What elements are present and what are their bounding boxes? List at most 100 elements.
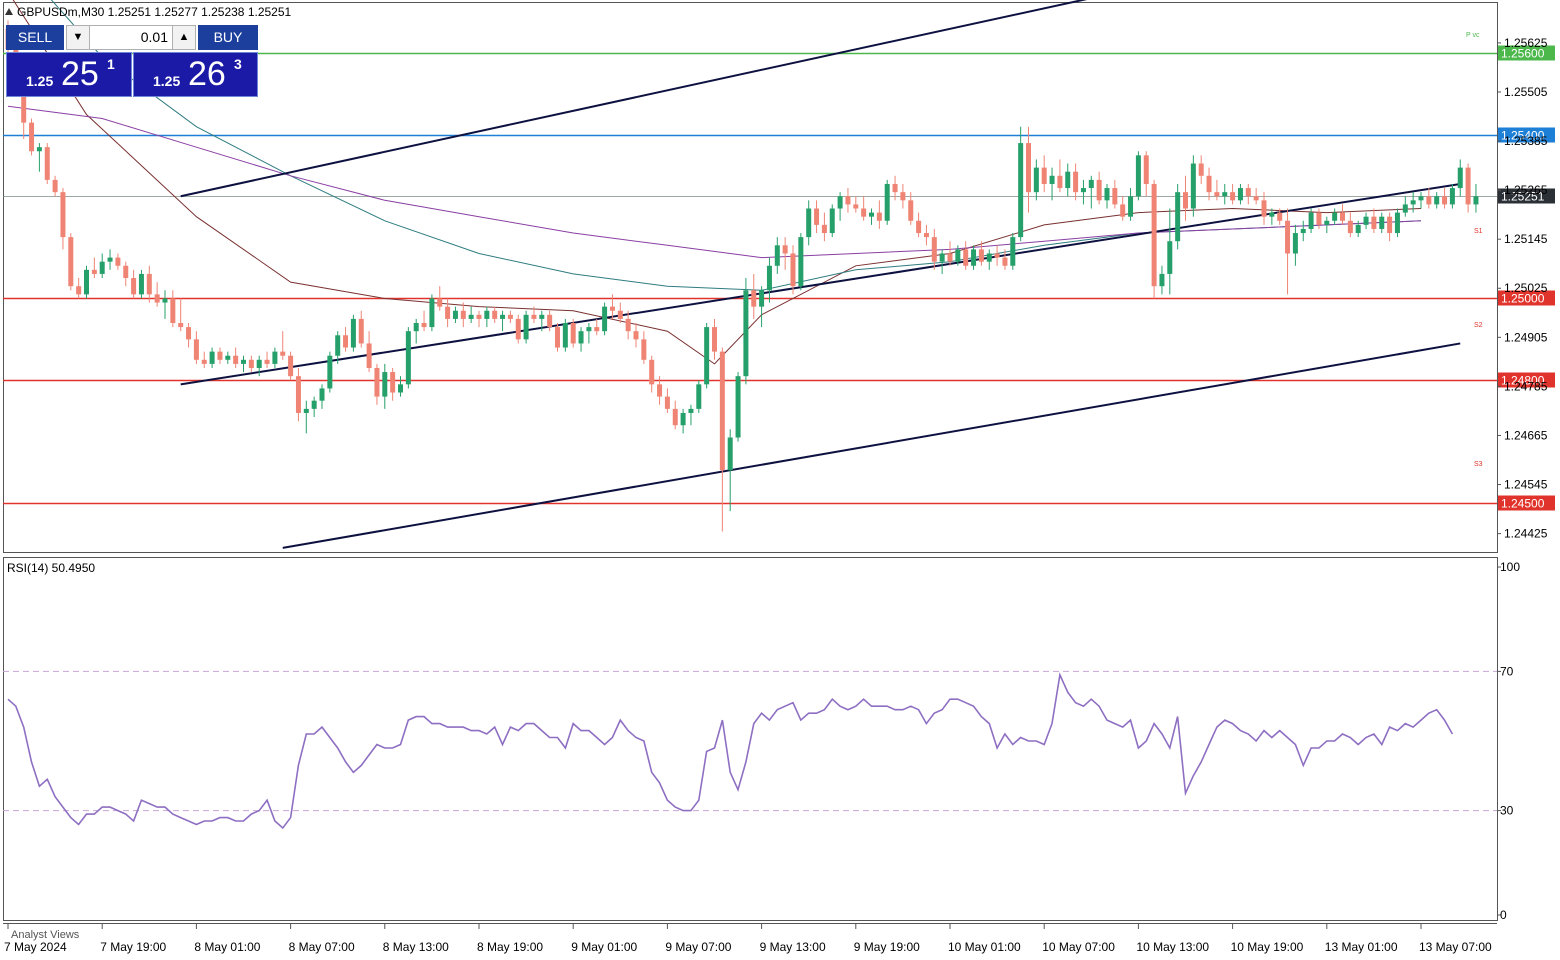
time-tick-label: 13 May 07:00	[1419, 940, 1492, 954]
candle-body	[288, 355, 294, 377]
candle-body	[704, 327, 710, 385]
candle-body	[1049, 175, 1055, 184]
price-tick-label: 1.25505	[1504, 85, 1548, 99]
lot-size-input[interactable]: 0.01	[90, 25, 172, 50]
candle-body	[1387, 216, 1393, 234]
candle-body	[602, 306, 608, 332]
candle-body	[994, 253, 1000, 258]
candle-body	[782, 245, 788, 254]
time-tick-label: 8 May 07:00	[289, 940, 355, 954]
candle-body	[649, 359, 655, 385]
level-tag-support	[1498, 372, 1555, 388]
sell-price-pip: 1	[107, 56, 115, 72]
candle-body	[1183, 192, 1188, 209]
lot-increase-button[interactable]: ▲	[172, 25, 196, 50]
rsi-title: RSI(14) 50.4950	[7, 561, 95, 575]
candle-body	[884, 183, 890, 221]
candle-body	[1033, 167, 1039, 193]
candle-body	[256, 359, 262, 368]
candle-body	[492, 310, 498, 319]
candle-body	[1151, 183, 1157, 287]
candle-body	[303, 408, 309, 413]
candle-body	[225, 355, 231, 360]
candle-body	[766, 265, 772, 291]
candle-body	[1175, 192, 1181, 242]
candle-body	[1340, 212, 1345, 221]
candle-body	[241, 359, 246, 364]
candle-body	[452, 310, 458, 319]
sell-price-box[interactable]: 1.25 25 1	[6, 52, 132, 97]
candle-body	[1135, 155, 1141, 197]
time-tick-label: 10 May 01:00	[948, 940, 1021, 954]
candle-body	[1010, 237, 1016, 266]
candle-body	[1167, 241, 1173, 274]
candle-body	[853, 204, 859, 209]
candle-body	[594, 327, 600, 332]
sell-button[interactable]: SELL	[6, 25, 64, 50]
pivot-marker-label: P vc	[1466, 32, 1480, 39]
candle-body	[515, 318, 521, 340]
candle-body	[421, 323, 427, 328]
candle-body	[1434, 196, 1440, 205]
candle-body	[1230, 192, 1236, 201]
candle-body	[1018, 143, 1024, 238]
rsi-tick-label: 70	[1500, 664, 1514, 678]
rsi-tick-label: 0	[1500, 908, 1507, 922]
candle-body	[84, 269, 89, 295]
candle-body	[978, 249, 984, 262]
candle-body	[947, 253, 953, 262]
candle-body	[272, 351, 278, 364]
candle-body	[1410, 200, 1416, 205]
candle-body	[986, 253, 992, 262]
candle-body	[1426, 196, 1432, 205]
candle-body	[280, 351, 286, 356]
time-tick-label: 10 May 07:00	[1042, 940, 1115, 954]
sell-price-big: 25	[61, 55, 99, 93]
rsi-line[interactable]	[7, 672, 1454, 830]
candle-body	[76, 286, 82, 295]
candle-body	[52, 179, 58, 193]
candle-body	[1316, 212, 1322, 225]
candle-body	[311, 400, 317, 409]
channel-line-3[interactable]	[282, 342, 1461, 549]
candle-body	[555, 327, 560, 348]
candle-body	[500, 314, 506, 319]
candle-body	[1088, 179, 1094, 189]
channel-line-2[interactable]	[180, 182, 1461, 386]
one-click-trade-panel: SELL ▼ 0.01 ▲ BUY 1.25 25 1 1.25 26 3	[6, 25, 258, 97]
candle-body	[1237, 188, 1243, 201]
candle-body	[1104, 188, 1110, 201]
candle-body	[295, 376, 301, 413]
current-price-label: 1.25251	[1501, 190, 1545, 204]
candle-body	[727, 437, 733, 471]
candle-body	[892, 183, 898, 193]
candle-body	[36, 147, 42, 152]
collapse-triangle-icon[interactable]	[5, 8, 13, 15]
candle-body	[617, 310, 623, 319]
candle-body	[1285, 220, 1291, 254]
candle-body	[366, 343, 372, 368]
candle-body	[845, 196, 851, 205]
channel-line-1[interactable]	[180, 0, 1421, 198]
candle-body	[1002, 257, 1008, 266]
candle-body	[123, 265, 129, 279]
candle-body	[445, 306, 451, 319]
buy-price-big: 26	[188, 55, 226, 93]
buy-price-box[interactable]: 1.25 26 3	[133, 52, 258, 97]
candle-body	[319, 388, 325, 401]
candle-body	[696, 384, 702, 409]
price-tick-label: 1.24425	[1504, 527, 1548, 541]
candle-body	[178, 323, 184, 328]
candle-body	[1057, 175, 1063, 189]
candle-body	[60, 192, 66, 238]
candle-body	[44, 147, 50, 180]
candle-body	[186, 327, 192, 340]
candle-body	[861, 208, 867, 217]
buy-button[interactable]: BUY	[198, 25, 258, 50]
level-tag-label: 1.24800	[1501, 374, 1545, 388]
lot-decrease-button[interactable]: ▼	[66, 25, 90, 50]
price-tick-label: 1.24665	[1504, 428, 1548, 442]
buy-price-prefix: 1.25	[153, 73, 181, 89]
candle-body	[248, 359, 254, 368]
candle-body	[680, 412, 686, 426]
